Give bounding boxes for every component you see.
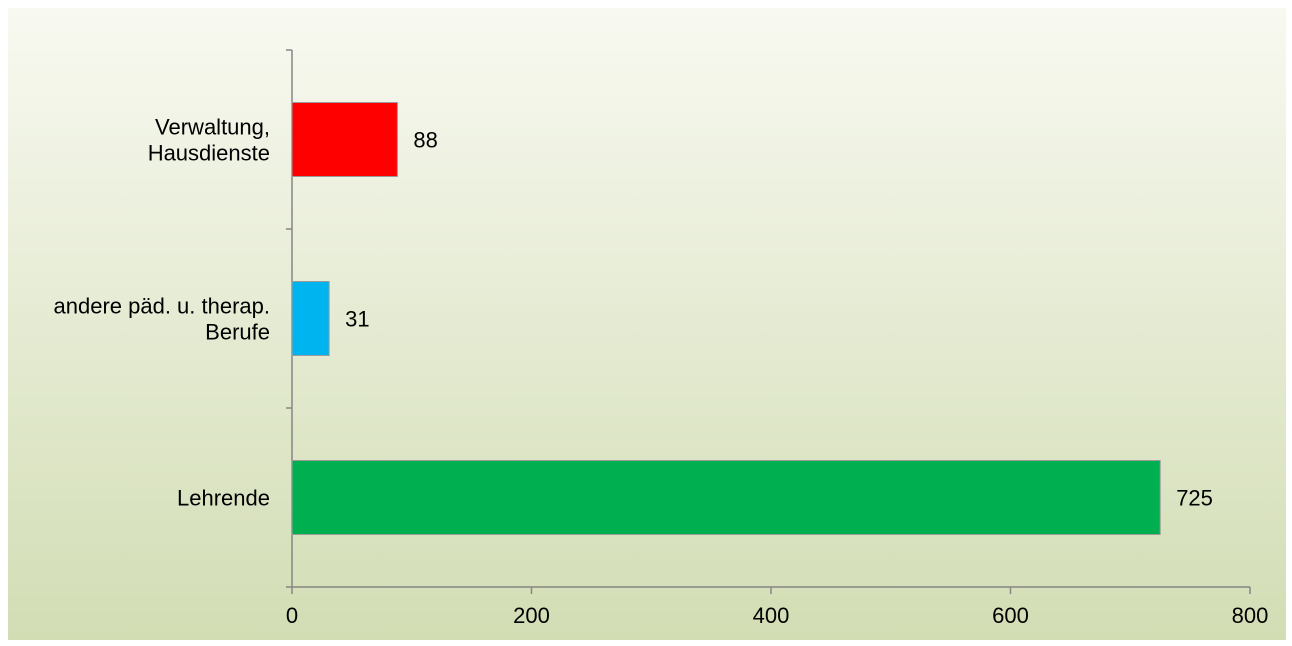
- bars: [291, 102, 1161, 535]
- data-label: 31: [345, 307, 369, 332]
- bar-2: [291, 281, 330, 356]
- x-tick-label: 200: [513, 603, 550, 628]
- category-label: andere päd. u. therap. Berufe: [54, 294, 271, 345]
- data-label: 88: [413, 128, 437, 153]
- x-tick-label: 400: [753, 603, 790, 628]
- x-tick-label: 800: [1232, 603, 1269, 628]
- bar-1: [291, 102, 398, 177]
- x-tick-label: 0: [286, 603, 298, 628]
- x-tick-label: 600: [992, 603, 1029, 628]
- data-label: 725: [1176, 486, 1213, 511]
- chart-background: [8, 8, 1286, 640]
- category-label: Lehrende: [177, 486, 270, 511]
- bar-3: [291, 460, 1161, 535]
- category-label: Verwaltung, Hausdienste: [148, 115, 270, 166]
- labels: 0 200 400 600 800 88 Verwaltung, Hausdienste 31 a…: [54, 115, 1269, 629]
